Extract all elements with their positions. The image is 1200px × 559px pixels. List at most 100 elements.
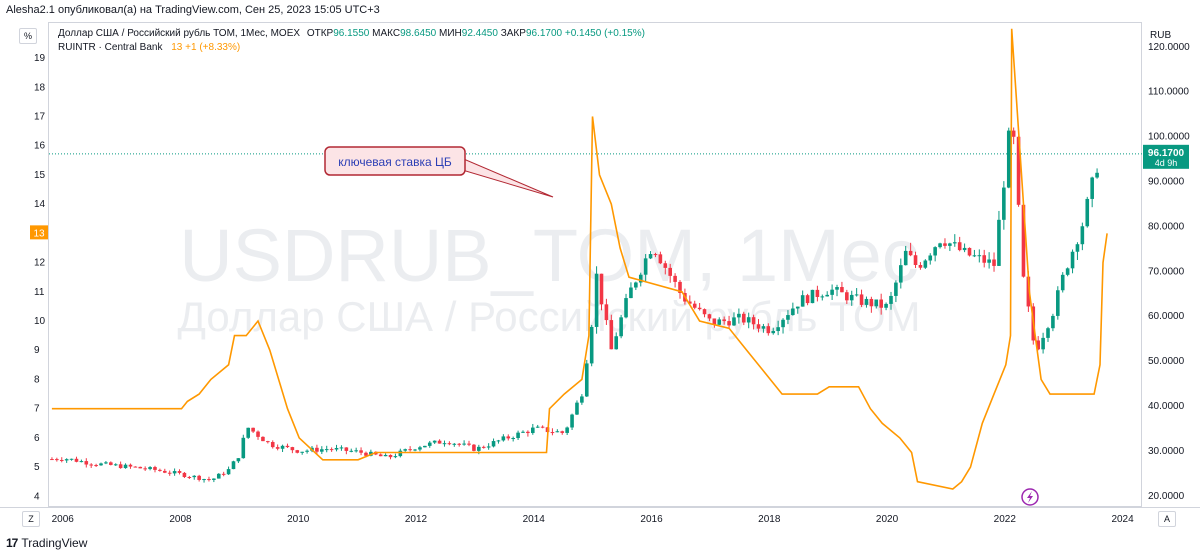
candle-body [388,454,393,458]
candle-body [1051,315,1055,329]
candle-body [501,436,506,441]
watermark: USDRUB_TOM, 1Мес Доллар США / Российский… [177,214,920,340]
candle-body [1080,226,1085,245]
chart-canvas[interactable]: USDRUB_TOM, 1Мес Доллар США / Российский… [49,23,1143,508]
candle-body [741,313,746,323]
candle-body [643,258,648,275]
candle-body [1041,337,1045,350]
candle-body [594,273,599,327]
right-axis[interactable] [1142,22,1200,507]
candle-body [555,431,560,433]
candle-body [1006,130,1011,188]
left-axis[interactable] [0,22,48,507]
time-axis[interactable] [0,507,1200,529]
candle-body [977,255,982,257]
candle-body [746,317,751,323]
candle-body [815,289,820,297]
legend-low: 92.4450 [461,28,498,39]
candle-body [246,427,251,438]
candle-body [908,250,913,256]
candle-body [378,454,383,457]
candle-body [840,287,844,293]
candle-body [948,243,952,246]
candle-body [383,454,388,457]
candle-body [884,303,888,308]
candle-body [526,431,530,434]
candle-body [251,427,255,432]
annotation-box[interactable] [324,146,466,176]
candle-body [55,459,59,461]
flash-icon[interactable] [1021,488,1039,506]
legend: Доллар США / Российский рубль ТОМ, 1Мес,… [58,27,645,55]
candle-body [452,443,457,445]
candle-body [786,315,790,320]
candle-body [300,451,304,453]
candle-body [148,467,152,470]
candle-body [531,427,535,434]
candle-body [138,466,143,469]
candle-body [359,450,363,453]
tradingview-logo-icon: 17 [6,536,18,550]
candle-body [447,443,452,445]
candle-body [64,459,69,461]
candle-body [928,255,933,261]
candle-body [722,319,726,322]
candle-body [128,464,133,467]
legend-close-label: ЗАКР [500,28,526,39]
candle-body [864,298,869,305]
candle-body [266,441,270,443]
candle-body [427,442,432,446]
candle-body [795,306,800,309]
candle-body [854,294,859,296]
legend-rate-name: RUINTR · Central Bank [58,42,163,53]
auto-scale-button[interactable]: A [1158,511,1176,527]
candle-body [521,431,525,433]
candle-body [599,273,604,305]
candle-body [1011,130,1016,137]
candle-body [113,464,118,466]
candle-body [349,450,354,452]
auto-zoom-button[interactable]: Z [22,511,40,527]
candle-body [982,255,987,263]
candle-body [467,443,471,445]
candle-body [943,243,947,246]
candle-body [899,265,903,283]
candle-body [800,295,805,307]
percent-scale-button[interactable]: % [19,28,37,44]
candle-body [751,317,756,325]
candle-body [216,473,221,479]
candle-body [432,440,437,443]
candle-body [648,254,653,259]
candle-body [104,462,108,464]
candle-body [418,447,422,450]
rate-line [51,28,1108,490]
candle-body [221,473,226,475]
candle-body [1056,290,1060,316]
candles [50,127,1099,483]
candle-body [84,461,89,465]
candle-body [874,299,879,307]
candle-body [496,440,501,442]
candle-body [398,450,403,457]
candle-body [50,459,54,461]
candle-body [737,313,741,318]
candle-body [565,427,569,433]
legend-high: 98.6450 [400,28,437,39]
candle-body [241,437,246,459]
chart-pane[interactable]: USDRUB_TOM, 1Мес Доллар США / Российский… [48,22,1143,508]
footer: 17 TradingView [6,536,87,550]
candle-body [903,250,908,266]
candle-body [506,436,511,439]
annotation-text: ключевая ставка ЦБ [338,155,452,169]
candle-body [123,464,128,469]
candle-body [192,475,197,478]
legend-close: 96.1700 [525,28,563,39]
candle-body [486,446,491,448]
candle-body [187,477,192,479]
candle-body [423,445,427,448]
candle-body [1075,244,1080,252]
candle-body [707,314,712,319]
annotation-callout[interactable]: ключевая ставка ЦБ [324,146,554,198]
candle-body [550,432,555,434]
candle-body [540,426,545,428]
